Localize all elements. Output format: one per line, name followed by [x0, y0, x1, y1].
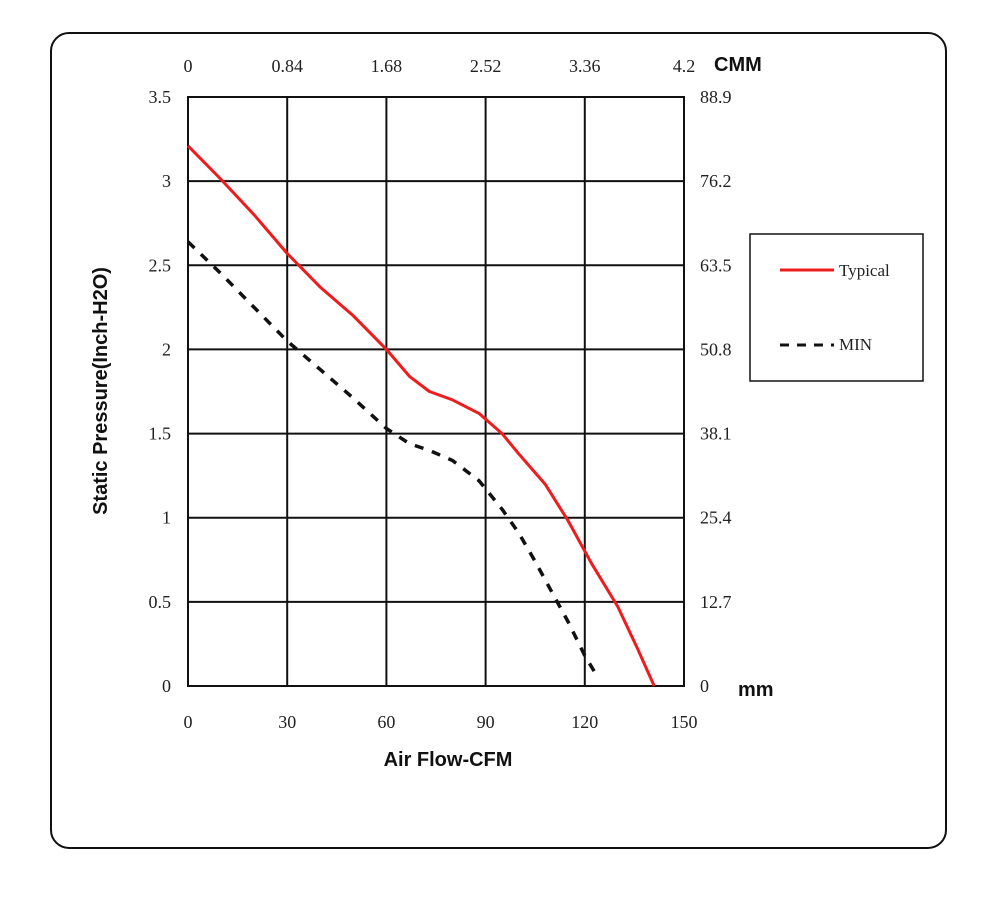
legend: Typical MIN	[749, 233, 924, 382]
x-tick-label: 120	[571, 712, 598, 732]
legend-box	[749, 233, 924, 382]
y-right-tick-label: 88.9	[700, 87, 732, 107]
x-unit-top: CMM	[714, 54, 762, 76]
x-top-tick-label: 0	[184, 56, 193, 76]
y-tick-label: 0	[162, 676, 171, 696]
x-tick-label: 0	[184, 712, 193, 732]
y-right-tick-label: 63.5	[700, 255, 732, 275]
series-line-typical	[186, 144, 656, 687]
x-top-tick-label: 0.84	[271, 56, 303, 76]
plot-area	[187, 96, 685, 687]
legend-label-min: MIN	[839, 335, 872, 354]
x-tick-label: 30	[278, 712, 296, 732]
y-right-tick-label: 76.2	[700, 171, 732, 191]
legend-label-typical: Typical	[839, 261, 890, 280]
y-right-tick-label: 38.1	[700, 424, 732, 444]
y-right-tick-label: 12.7	[700, 592, 732, 612]
y-tick-label: 1.5	[149, 424, 172, 444]
y-right-tick-label: 0	[700, 676, 709, 696]
x-tick-label: 90	[477, 712, 495, 732]
x-top-tick-label: 3.36	[569, 56, 601, 76]
x-top-tick-label: 1.68	[371, 56, 403, 76]
y-tick-label: 1	[162, 508, 171, 528]
x-axis-title: Air Flow-CFM	[384, 749, 513, 771]
y-tick-label: 3	[162, 171, 171, 191]
y-tick-label: 2	[162, 339, 171, 359]
series-layer	[186, 144, 656, 687]
y-right-tick-label: 50.8	[700, 339, 732, 359]
x-top-tick-label: 4.2	[673, 56, 696, 76]
y-tick-label: 3.5	[149, 87, 172, 107]
x-tick-label: 150	[671, 712, 698, 732]
y-tick-label: 0.5	[149, 592, 172, 612]
y-tick-label: 2.5	[149, 255, 172, 275]
y-right-tick-label: 25.4	[700, 508, 732, 528]
series-line-min	[186, 240, 600, 679]
x-top-tick-label: 2.52	[470, 56, 502, 76]
y-axis-title: Static Pressure(Inch-H2O)	[90, 267, 112, 515]
x-tick-label: 60	[377, 712, 395, 732]
grid	[188, 97, 684, 686]
y-unit-right: mm	[738, 679, 774, 701]
